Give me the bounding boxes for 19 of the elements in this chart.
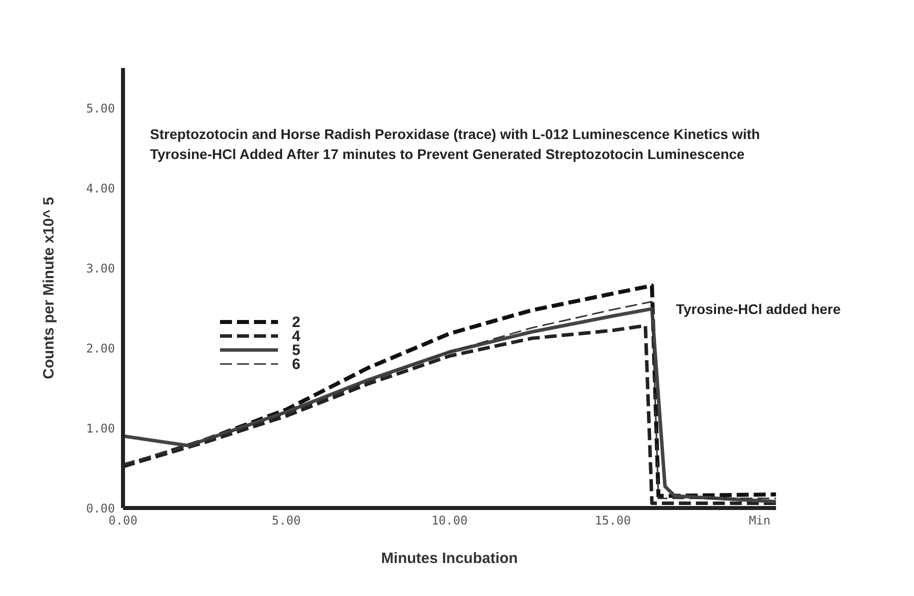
annotation: Tyrosine-HCl added here [676,301,841,317]
y-tick-label: 4.00 [86,181,115,196]
legend-label: 4 [292,328,300,344]
x-tick-label: 0.00 [108,514,138,528]
legend-label: 2 [292,314,300,330]
x-tick-label: 15.00 [594,514,631,528]
y-tick-label: 0.00 [86,501,115,516]
legend-label: 6 [292,356,300,372]
x-axis-title: Minutes Incubation [381,550,518,567]
y-axis-title: Counts per Minute x10^ 5 [40,196,58,380]
legend-label: 5 [292,342,300,358]
text: Streptozotocin and Horse Radish Peroxidase (trace) with L-012 Luminescence Kinetics with Tyrosine-HCl Added After 17 minutes to Prevent Generated Streptozotocin Luminescence [150,125,761,164]
y-tick-label: 2.00 [86,341,115,356]
x-tick-label: 10.00 [431,514,468,528]
x-tick-label: Min [748,514,771,528]
y-tick-label: 5.00 [86,101,115,116]
y-tick-label: 3.00 [86,261,115,276]
x-tick-label: 5.00 [272,514,301,528]
y-tick-label: 1.00 [86,421,115,436]
